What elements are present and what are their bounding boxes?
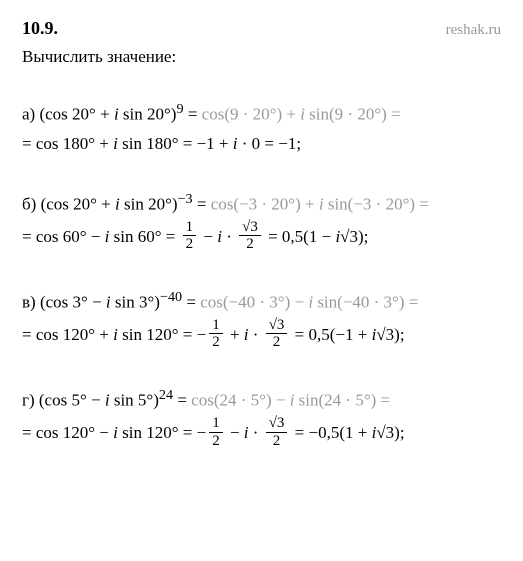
text: sin(−3 · 20°) =: [324, 194, 429, 213]
text: = cos 120° +: [22, 325, 113, 344]
text: cos(9 · 20°) +: [202, 105, 301, 124]
fraction: 12: [209, 317, 223, 351]
text: sin 3°): [111, 292, 160, 311]
text: =: [182, 292, 200, 311]
numerator: 1: [183, 219, 197, 237]
denominator: 2: [183, 236, 197, 253]
text: −: [226, 423, 244, 442]
text: = cos 60° −: [22, 227, 105, 246]
text: sin(9 · 20°) =: [305, 105, 401, 124]
text: √3);: [376, 325, 404, 344]
text: ·: [249, 325, 263, 344]
denominator: 2: [266, 433, 288, 450]
label-d: г): [22, 391, 35, 410]
text: (cos 3° −: [40, 292, 106, 311]
text: cos(−40 · 3°) −: [200, 292, 308, 311]
text: sin 180° = −1 +: [118, 134, 233, 153]
text: √3);: [340, 227, 368, 246]
fraction: 12: [209, 415, 223, 449]
text: · 0 = −1;: [238, 134, 302, 153]
text: (cos 5° −: [39, 391, 105, 410]
fraction: 12: [183, 219, 197, 253]
fraction: √32: [266, 317, 288, 351]
exponent: 24: [159, 387, 173, 403]
text: sin 20°): [119, 105, 177, 124]
label-a: а): [22, 105, 35, 124]
item-d-line1: г) (cos 5° − i sin 5°)24 = cos(24 · 5°) …: [22, 385, 501, 413]
text: cos(24 · 5°) −: [191, 391, 290, 410]
gray-text: cos(−40 · 3°) − i sin(−40 · 3°) =: [200, 292, 418, 311]
header: 10.9. reshak.ru: [22, 18, 501, 39]
numerator: 1: [209, 317, 223, 335]
text: ·: [249, 423, 263, 442]
numerator: 1: [209, 415, 223, 433]
item-a: а) (cos 20° + i sin 20°)9 = cos(9 · 20°)…: [22, 99, 501, 157]
text: sin(−40 · 3°) =: [313, 292, 418, 311]
label-b: б): [22, 194, 36, 213]
numerator: √3: [239, 219, 261, 237]
item-d-line2: = cos 120° − i sin 120° = −12 − i · √32 …: [22, 417, 501, 451]
denominator: 2: [209, 433, 223, 450]
text: cos(−3 · 20°) +: [211, 194, 319, 213]
text: +: [226, 325, 244, 344]
text: sin 120° = −: [118, 423, 206, 442]
text: (cos 20° +: [39, 105, 113, 124]
gray-text: cos(−3 · 20°) + i sin(−3 · 20°) =: [211, 194, 429, 213]
text: −: [199, 227, 217, 246]
item-d: г) (cos 5° − i sin 5°)24 = cos(24 · 5°) …: [22, 385, 501, 451]
text: sin 60° =: [109, 227, 179, 246]
item-c-line1: в) (cos 3° − i sin 3°)−40 = cos(−40 · 3°…: [22, 287, 501, 315]
item-a-line2: = cos 180° + i sin 180° = −1 + i · 0 = −…: [22, 131, 501, 157]
prompt: Вычислить значение:: [22, 47, 501, 67]
gray-text: cos(24 · 5°) − i sin(24 · 5°) =: [191, 391, 390, 410]
denominator: 2: [209, 334, 223, 351]
text: sin 20°): [120, 194, 178, 213]
text: = 0,5(1 −: [264, 227, 336, 246]
fraction: √32: [239, 219, 261, 253]
text: sin 5°): [110, 391, 159, 410]
text: sin(24 · 5°) =: [294, 391, 390, 410]
exponent: −3: [178, 191, 193, 207]
numerator: √3: [266, 415, 288, 433]
text: ·: [222, 227, 236, 246]
item-c-line2: = cos 120° + i sin 120° = −12 + i · √32 …: [22, 319, 501, 353]
text: = cos 120° −: [22, 423, 113, 442]
item-b: б) (cos 20° + i sin 20°)−3 = cos(−3 · 20…: [22, 189, 501, 255]
label-c: в): [22, 292, 36, 311]
text: (cos 20° +: [41, 194, 115, 213]
exponent: 9: [176, 101, 183, 117]
denominator: 2: [266, 334, 288, 351]
text: = cos 180° +: [22, 134, 113, 153]
text: sin 120° = −: [118, 325, 206, 344]
item-a-line1: а) (cos 20° + i sin 20°)9 = cos(9 · 20°)…: [22, 99, 501, 127]
exercise-number: 10.9.: [22, 18, 58, 39]
denominator: 2: [239, 236, 261, 253]
site-watermark: reshak.ru: [446, 22, 501, 39]
exponent: −40: [160, 289, 182, 305]
fraction: √32: [266, 415, 288, 449]
text: = −0,5(1 +: [290, 423, 371, 442]
numerator: √3: [266, 317, 288, 335]
text: =: [193, 194, 211, 213]
gray-text: cos(9 · 20°) + i sin(9 · 20°) =: [202, 105, 401, 124]
text: = 0,5(−1 +: [290, 325, 371, 344]
item-c: в) (cos 3° − i sin 3°)−40 = cos(−40 · 3°…: [22, 287, 501, 353]
item-b-line1: б) (cos 20° + i sin 20°)−3 = cos(−3 · 20…: [22, 189, 501, 217]
text: √3);: [376, 423, 404, 442]
text: =: [184, 105, 202, 124]
item-b-line2: = cos 60° − i sin 60° = 12 − i · √32 = 0…: [22, 221, 501, 255]
text: =: [173, 391, 191, 410]
